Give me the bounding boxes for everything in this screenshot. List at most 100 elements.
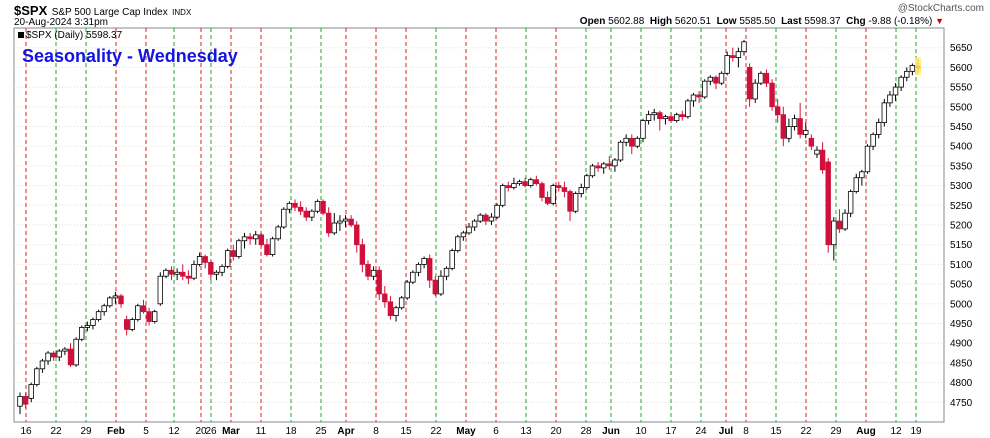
candle-body — [909, 65, 916, 72]
down-triangle-icon: ▼ — [935, 16, 944, 26]
candle-body — [690, 94, 697, 102]
x-tick-label: 8 — [743, 426, 749, 437]
y-tick-label: 5600 — [950, 63, 973, 74]
y-tick-label: 5500 — [950, 102, 973, 113]
exchange: INDX — [172, 8, 192, 17]
candle-body — [123, 319, 130, 330]
y-tick-label: 4800 — [950, 378, 973, 389]
candle-body — [224, 250, 231, 267]
candle-body — [180, 271, 186, 277]
candle-body — [539, 183, 545, 198]
candle-body — [791, 118, 798, 127]
low-label: Low — [716, 16, 737, 27]
x-tick-label: 12 — [168, 426, 180, 437]
candle-body — [511, 183, 517, 188]
candle-body — [825, 161, 831, 246]
candle-body — [208, 262, 214, 275]
x-tick-label: 22 — [50, 426, 62, 437]
chg-value: -9.88 (-0.18%) — [868, 16, 933, 27]
candle-body — [814, 149, 820, 155]
candle-body — [471, 220, 478, 228]
candle-body — [836, 220, 843, 230]
candle-body — [129, 319, 135, 330]
candle-body — [247, 236, 253, 240]
candle-body — [62, 348, 68, 352]
candle-body — [808, 137, 815, 147]
candle-body — [415, 263, 422, 273]
candle-body — [309, 210, 315, 218]
y-tick-label: 5250 — [950, 201, 973, 212]
candle-body — [101, 305, 107, 313]
candle-body — [410, 271, 416, 283]
candle-body — [662, 116, 669, 120]
high-label: High — [649, 16, 673, 27]
candle-body — [679, 114, 685, 118]
candle-body — [651, 112, 657, 116]
candle-body — [898, 76, 904, 88]
x-tick-label: 17 — [665, 426, 677, 437]
candle-body — [163, 269, 169, 277]
candle-body — [151, 311, 158, 322]
candle-body — [168, 269, 175, 275]
x-tick-label: 29 — [830, 426, 842, 437]
candle-body — [550, 185, 556, 204]
x-tick-label: Jun — [602, 426, 620, 437]
candle-body — [146, 311, 152, 322]
candle-body — [337, 220, 343, 224]
candle-body — [354, 224, 360, 246]
candle-body — [567, 191, 573, 212]
x-tick-label: Feb — [107, 426, 125, 437]
candle-body — [668, 116, 674, 121]
candle-body — [73, 338, 79, 366]
candle-body — [297, 206, 304, 212]
candle-body — [365, 263, 371, 277]
candle-body — [460, 232, 467, 238]
y-tick-label: 5050 — [950, 280, 973, 291]
candle-body — [236, 240, 242, 257]
candle-body — [786, 126, 792, 139]
candle-body — [718, 72, 725, 84]
y-tick-label: 5000 — [950, 299, 973, 310]
x-tick-label: 18 — [285, 426, 297, 437]
y-tick-label: 5150 — [950, 240, 973, 251]
x-tick-label: 10 — [635, 426, 647, 437]
symbol: $SPX — [14, 3, 48, 18]
candle-body — [617, 141, 624, 161]
open-value: 5602.88 — [608, 16, 645, 27]
candle-body — [657, 112, 663, 120]
series-tag-text: $SPX (Daily) 5598.37 — [26, 30, 123, 41]
candle-body — [870, 133, 876, 147]
candle-body — [314, 200, 321, 212]
x-tick-label: 15 — [770, 426, 782, 437]
candle-body — [84, 325, 91, 328]
candle-body — [325, 212, 332, 234]
x-tick-label: 25 — [315, 426, 327, 437]
candle-body — [685, 100, 691, 118]
x-tick-label: 29 — [80, 426, 92, 437]
candle-body — [842, 212, 848, 230]
x-tick-label: 13 — [520, 426, 532, 437]
candle-body — [853, 177, 859, 192]
candle-body — [847, 191, 854, 214]
candle-body — [275, 226, 281, 240]
candle-body — [22, 395, 29, 405]
candle-body — [533, 179, 540, 185]
candle-body — [140, 305, 147, 313]
candle-body — [34, 368, 40, 385]
candle-body — [370, 269, 377, 277]
candle-body — [449, 250, 455, 269]
candle-body — [342, 218, 349, 222]
candle-body — [174, 271, 180, 275]
candle-body — [606, 163, 613, 167]
candle-body — [702, 80, 708, 98]
candle-body — [90, 319, 96, 326]
x-tick-label: 11 — [256, 426, 267, 437]
candle-body — [724, 55, 730, 74]
candle-body — [578, 187, 584, 194]
candle-body — [421, 258, 427, 265]
candle-body — [831, 220, 837, 246]
candle-body — [505, 185, 511, 188]
candle-body — [28, 384, 34, 399]
x-tick-label: May — [456, 426, 476, 437]
x-tick-label: 22 — [800, 426, 812, 437]
